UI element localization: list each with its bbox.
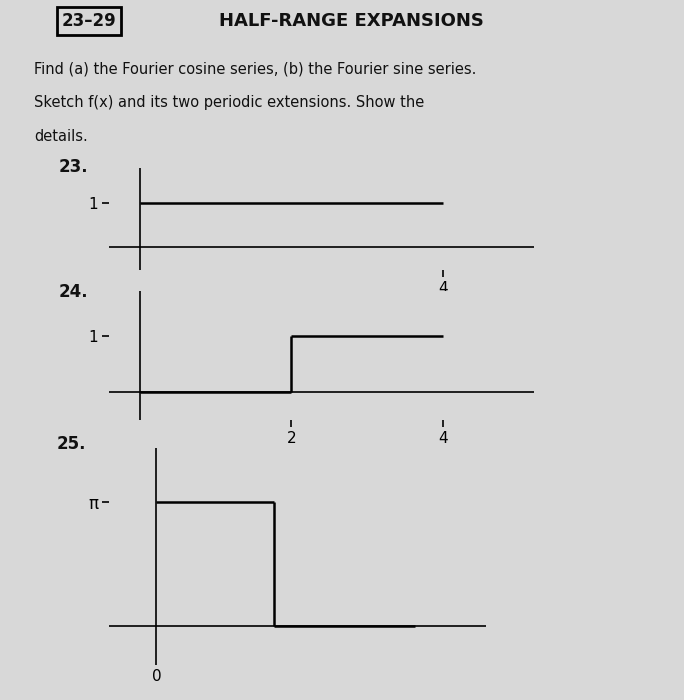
Text: 25.: 25. [57, 435, 86, 454]
Text: details.: details. [34, 130, 88, 144]
Text: 24.: 24. [59, 283, 88, 301]
Text: Sketch f(x) and its two periodic extensions. Show the: Sketch f(x) and its two periodic extensi… [34, 95, 425, 111]
Text: Find (a) the Fourier cosine series, (b) the Fourier sine series.: Find (a) the Fourier cosine series, (b) … [34, 62, 477, 76]
Text: 23–29: 23–29 [62, 13, 116, 30]
Text: HALF-RANGE EXPANSIONS: HALF-RANGE EXPANSIONS [219, 13, 484, 30]
Text: 23.: 23. [59, 158, 88, 176]
